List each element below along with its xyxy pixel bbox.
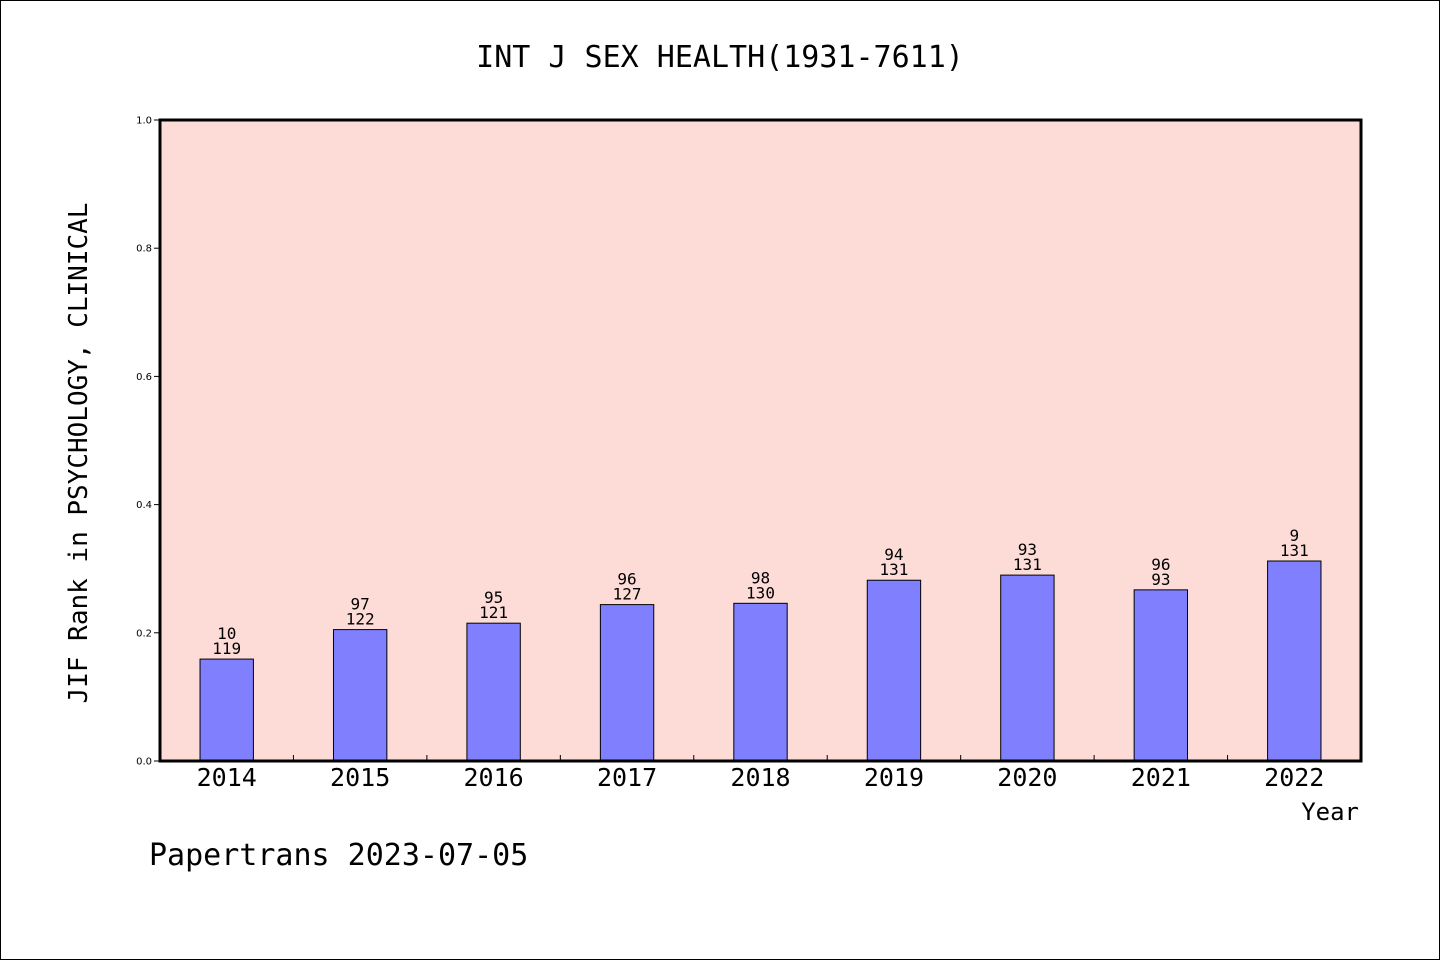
bar-2015	[332, 629, 388, 762]
bar-2020	[1000, 574, 1055, 762]
bar-2016	[466, 622, 521, 762]
y-axis-label: JIF Rank in PSYCHOLOGY, CLINICAL	[64, 203, 94, 704]
axis-ticks: 2014 2015 2016 2017 2018 2019 2020 2021 2022 0.0 0…	[136, 116, 1324, 793]
x-tick-label: 2019	[864, 763, 924, 792]
bar-total-label: 121	[479, 603, 508, 622]
y-tick-label: 0.2	[136, 628, 152, 639]
bar-total-label: 127	[613, 585, 642, 604]
x-tick-label: 2022	[1264, 763, 1324, 792]
footer-text: Papertrans 2023-07-05	[149, 838, 528, 873]
bar-total-label: 93	[1151, 570, 1170, 589]
bar-total-label: 122	[346, 610, 375, 629]
y-tick-label: 0.4	[136, 500, 152, 511]
y-tick-label: 1.0	[136, 116, 152, 127]
x-axis-label: Year	[1301, 798, 1359, 826]
bar-rank-label: 96	[617, 570, 636, 589]
bar-total-label: 131	[1013, 555, 1042, 574]
bar-rank-label: 93	[1018, 540, 1037, 559]
x-tick-label: 2021	[1131, 763, 1191, 792]
x-tick-label: 2018	[730, 763, 790, 792]
bar-2021	[1133, 589, 1189, 762]
x-tick-label: 2015	[330, 763, 390, 792]
x-tick-label: 2014	[197, 763, 257, 792]
chart-title: INT J SEX HEALTH(1931-7611)	[476, 40, 964, 75]
bar-2022	[1267, 560, 1322, 762]
y-tick-label: 0.6	[136, 372, 152, 383]
bar-rank-label: 98	[751, 568, 770, 587]
y-tick-label: 0.8	[136, 244, 152, 255]
bar-2014	[199, 658, 254, 762]
bar-2018	[733, 602, 788, 762]
bar-rank-label: 10	[217, 624, 236, 643]
x-tick-label: 2017	[597, 763, 657, 792]
bar-rank-label: 9	[1289, 526, 1299, 545]
x-tick-label: 2016	[464, 763, 524, 792]
bar-rank-label: 95	[484, 588, 503, 607]
bar-2019	[866, 579, 922, 762]
x-tick-label: 2020	[997, 763, 1057, 792]
bar-total-label: 119	[212, 639, 241, 658]
bar-rank-label: 94	[884, 545, 903, 564]
bar-rank-label: 97	[351, 595, 370, 614]
bar-rank-label: 96	[1151, 555, 1170, 574]
bar-total-label: 131	[879, 560, 908, 579]
bar-2017	[599, 604, 655, 762]
bar-total-label: 131	[1280, 541, 1309, 560]
plot-frame	[158, 118, 1363, 763]
y-tick-label: 0.0	[136, 757, 152, 768]
bar-total-label: 130	[746, 583, 775, 602]
